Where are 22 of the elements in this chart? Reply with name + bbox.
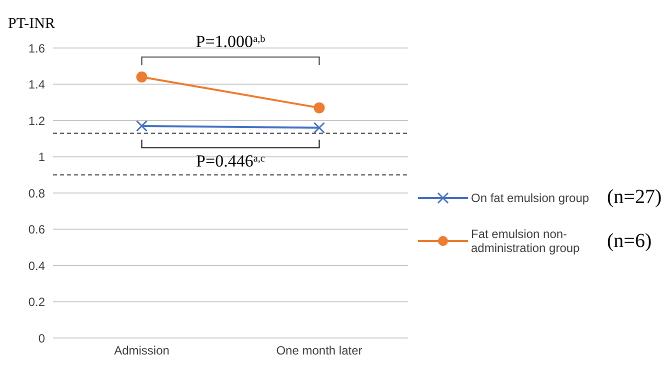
point xyxy=(314,102,325,114)
text: (n=27) xyxy=(607,186,662,208)
y-tick-label: 0.8 xyxy=(28,186,46,200)
point xyxy=(136,72,148,82)
x-tick-label: One month later xyxy=(276,344,362,358)
legend-label: Fat emulsion non-administration group xyxy=(471,227,581,255)
y-tick-label: 0 xyxy=(38,331,46,346)
y-axis-title: PT-INR xyxy=(8,16,55,32)
point xyxy=(136,120,148,132)
x-tick-label: Admission xyxy=(114,344,170,358)
y-tick-label: 0.4 xyxy=(28,258,46,273)
y-tick-label: 1.4 xyxy=(28,78,46,92)
y-tick-label: 0.2 xyxy=(28,295,46,310)
text: (n=6) xyxy=(607,230,652,252)
point xyxy=(314,122,325,134)
y-tick-label: 0.6 xyxy=(28,222,46,237)
y-tick-label: 1.2 xyxy=(28,114,46,128)
y-tick-label: 1.6 xyxy=(28,41,46,56)
y-tick-label: 1 xyxy=(38,150,46,164)
annotation: P=0.446$^{a,c}$ xyxy=(196,152,266,171)
annotation: P=1.000$^{a,b}$ xyxy=(196,32,266,52)
legend-label: On fat emulsion group xyxy=(471,190,590,204)
